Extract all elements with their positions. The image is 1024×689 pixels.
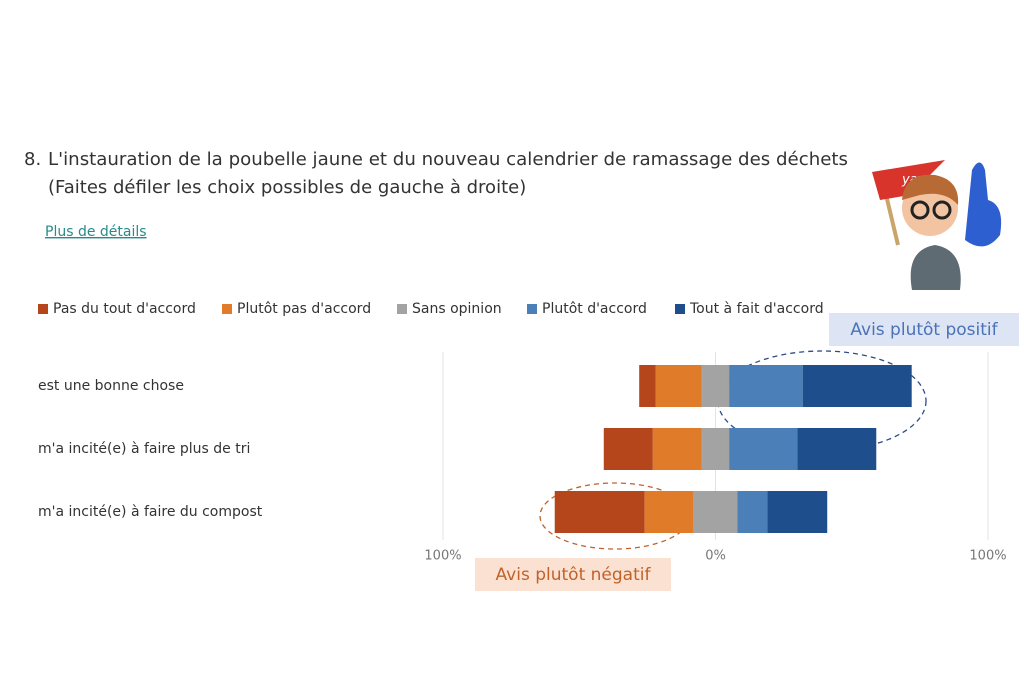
annotation-box (829, 313, 1019, 346)
bar-segment (693, 491, 738, 533)
legend-swatch (222, 304, 232, 314)
bar-segment (701, 428, 730, 470)
sticker: yay (872, 160, 1002, 290)
legend-label: Pas du tout d'accord (53, 301, 196, 317)
category-label: m'a incité(e) à faire du compost (38, 504, 263, 520)
bar-segment (554, 491, 645, 533)
bar-segment (639, 365, 656, 407)
legend-swatch (38, 304, 48, 314)
bar-segment (652, 428, 702, 470)
annotation-box (475, 558, 671, 591)
question-number: 8. (24, 149, 41, 170)
bar-segment (644, 491, 694, 533)
x-tick-label: 100% (424, 549, 461, 564)
category-label: est une bonne chose (38, 378, 184, 394)
bar-segment (737, 491, 768, 533)
bar-segment (797, 428, 877, 470)
legend-swatch (527, 304, 537, 314)
bar-segment (729, 428, 798, 470)
legend-label: Plutôt d'accord (542, 301, 647, 317)
annotation: Avis plutôt négatif (496, 565, 652, 585)
legend-label: Sans opinion (412, 301, 502, 317)
bar-segment (603, 428, 653, 470)
legend-label: Tout à fait d'accord (689, 301, 824, 317)
bar-segment (802, 365, 912, 407)
question-text: L'instauration de la poubelle jaune et d… (48, 149, 848, 170)
bar-segment (767, 491, 828, 533)
highlight-ellipse (717, 350, 927, 452)
x-tick-label: 0% (705, 549, 726, 564)
category-label: m'a incité(e) à faire plus de tri (38, 441, 250, 457)
legend-swatch (675, 304, 685, 314)
bar-segment (729, 365, 803, 407)
annotation: Avis plutôt positif (850, 320, 998, 340)
legend-label: Plutôt pas d'accord (237, 301, 371, 317)
bar-segment (701, 365, 730, 407)
bar-segment (655, 365, 702, 407)
legend-swatch (397, 304, 407, 314)
question-subtitle: (Faites défiler les choix possibles de g… (48, 177, 526, 198)
x-tick-label: 100% (969, 549, 1006, 564)
details-link[interactable]: Plus de détails (45, 224, 147, 240)
